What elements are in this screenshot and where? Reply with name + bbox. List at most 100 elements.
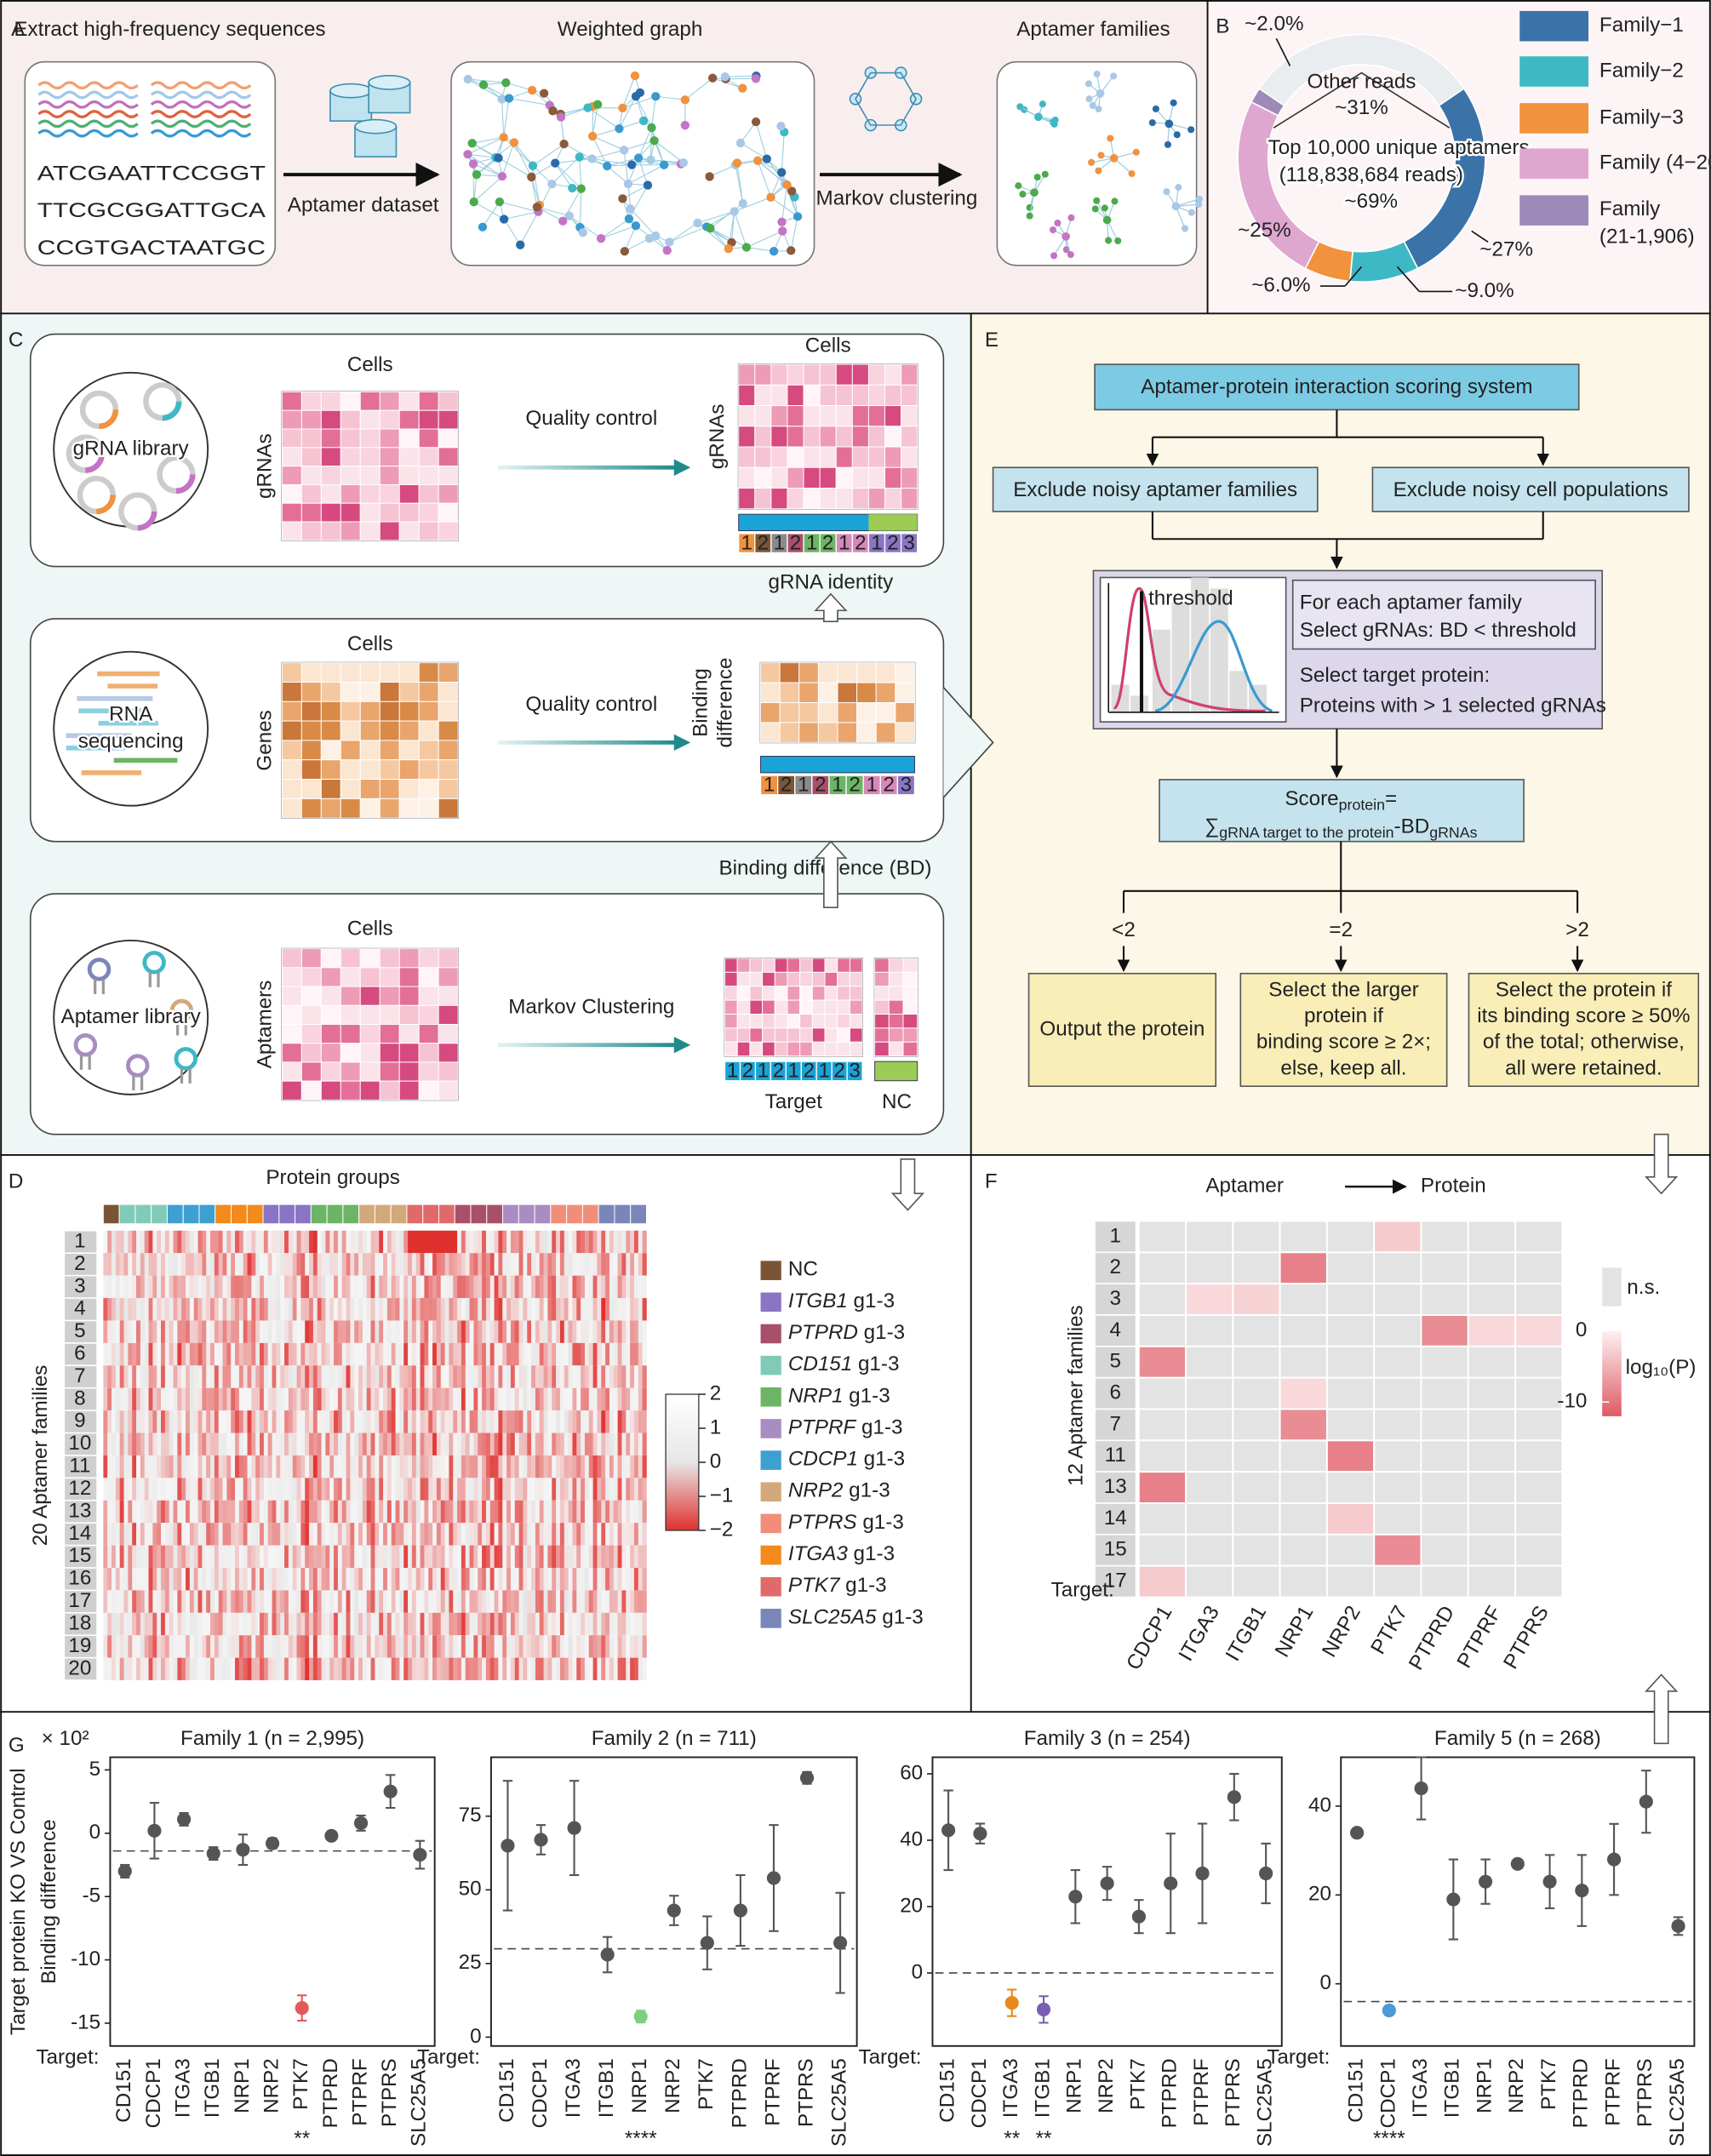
heatmap-cell	[197, 1433, 203, 1455]
heatmap-cell	[375, 1590, 380, 1613]
center-divider	[1273, 71, 1451, 129]
heatmap-cell	[251, 1275, 256, 1299]
heatmap-cell	[193, 1230, 198, 1254]
heatmap-cell	[535, 1545, 541, 1568]
heatmap-cell	[267, 1500, 272, 1524]
hollow-arrow	[814, 592, 848, 622]
heatmap-cell	[837, 1027, 850, 1043]
heatmap-cell	[444, 1275, 449, 1299]
graph-node	[478, 222, 488, 232]
heatmap-cell	[478, 1612, 483, 1636]
heatmap-cell	[358, 1500, 363, 1524]
heatmap-cell	[584, 1433, 590, 1455]
heatmap-cell	[226, 1567, 232, 1591]
graph-node	[556, 112, 566, 122]
heatmap-cell	[136, 1523, 141, 1546]
row-label-bg	[65, 1343, 97, 1365]
heatmap-cell	[186, 1275, 191, 1299]
heatmap-cell	[473, 1478, 478, 1501]
heatmap-cell	[189, 1478, 195, 1501]
heatmap-cell	[379, 701, 400, 722]
heatmap-cell	[337, 1298, 343, 1321]
heatmap-cell	[263, 1253, 269, 1276]
heatmap-cell	[835, 487, 853, 510]
heatmap-cell	[260, 1320, 265, 1343]
heatmap-cell	[584, 1523, 590, 1546]
heatmap-cell	[157, 1365, 162, 1388]
heatmap-cell	[321, 1253, 326, 1276]
row-label: 3	[74, 1274, 85, 1297]
heatmap-cell	[552, 1387, 557, 1411]
na-cell	[1325, 1251, 1376, 1285]
heatmap-cell	[272, 1523, 277, 1546]
graph-node	[472, 169, 482, 180]
heatmap-cell	[424, 1433, 429, 1455]
heatmap-cell	[107, 1253, 112, 1276]
heatmap-cell	[112, 1500, 117, 1524]
cluster-node	[1148, 119, 1156, 127]
heatmap-cell	[341, 1230, 346, 1254]
heatmap-cell	[556, 1387, 561, 1411]
graph-edge	[506, 82, 533, 91]
heatmap-cell	[485, 1500, 491, 1524]
heatmap-cell	[581, 1365, 586, 1388]
heatmap-cell	[112, 1567, 117, 1591]
cluster-node	[1110, 72, 1118, 80]
heatmap-cell	[119, 1635, 124, 1658]
heatmap-cell	[169, 1342, 174, 1366]
heatmap-cell	[354, 1612, 359, 1636]
heatmap-cell	[206, 1275, 211, 1299]
heatmap-cell	[309, 1478, 314, 1501]
graph-edge	[551, 157, 581, 185]
heatmap-cell	[436, 1365, 442, 1388]
heatmap-cell	[552, 1275, 557, 1299]
heatmap-cell	[457, 1478, 462, 1501]
heatmap-cell	[354, 1455, 359, 1478]
heatmap-cell	[535, 1320, 541, 1343]
heatmap-cell	[568, 1410, 573, 1433]
heatmap-cell	[300, 447, 322, 467]
heatmap-cell	[811, 1014, 826, 1029]
heatmap-cell	[489, 1657, 495, 1681]
heatmap-cell	[309, 1612, 314, 1636]
heatmap-cell	[189, 1365, 195, 1388]
heatmap-cell	[354, 1365, 359, 1388]
heatmap-cell	[140, 1387, 146, 1411]
identity-number: 3	[849, 1060, 860, 1083]
heatmap-cell	[584, 1478, 590, 1501]
heatmap-cell	[300, 1080, 322, 1101]
heatmap-cell	[449, 1230, 454, 1254]
graph-edge	[532, 165, 541, 205]
heatmap-cell	[527, 1455, 532, 1478]
heatmap-cell	[597, 1523, 602, 1546]
heatmap-cell	[317, 1500, 322, 1524]
heatmap-cell	[359, 483, 381, 504]
heatmap-cell	[874, 1014, 890, 1029]
heatmap-cell	[485, 1275, 491, 1299]
heatmap-cell	[633, 1365, 639, 1388]
na-cell	[1467, 1283, 1517, 1316]
heatmap-cell	[260, 1275, 265, 1299]
formula-part: gRNA target to the protein	[1219, 824, 1393, 841]
heatmap-cell	[386, 1320, 392, 1343]
heatmap-cell	[161, 1590, 166, 1613]
heatmap-cell	[559, 1523, 565, 1546]
heatmap-cell	[276, 1320, 281, 1343]
heatmap-cell	[226, 1455, 232, 1478]
heatmap-cell	[379, 1478, 384, 1501]
heatmap-cell	[408, 1387, 413, 1411]
graph-node	[662, 246, 672, 255]
heatmap-cell	[202, 1365, 207, 1388]
graph-node	[787, 246, 796, 255]
heatmap-cell	[189, 1387, 195, 1411]
row-label-bg	[65, 1478, 97, 1500]
heatmap-cell	[337, 1275, 343, 1299]
heatmap-cell	[395, 1590, 400, 1613]
heatmap-cell	[428, 1455, 433, 1478]
heatmap-cell	[617, 1342, 622, 1366]
heatmap-cell	[630, 1567, 635, 1591]
heatmap-cell	[1373, 1220, 1422, 1254]
point	[147, 1823, 162, 1838]
heatmap-cell	[559, 1410, 565, 1433]
heatmap-cell	[461, 1612, 466, 1636]
